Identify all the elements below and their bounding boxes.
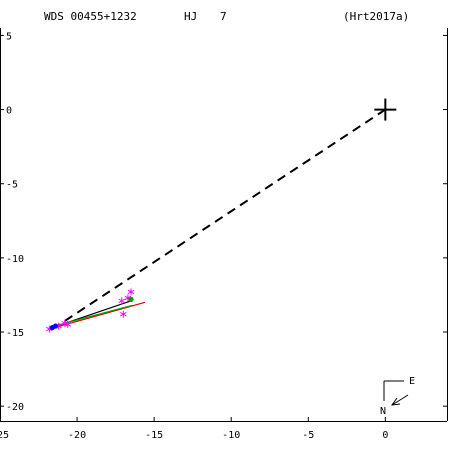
observation-dot <box>49 324 56 331</box>
x-tick-label: -5 <box>302 430 314 441</box>
y-tick-label: 0 <box>6 106 12 117</box>
x-tick-label: -15 <box>145 430 163 441</box>
x-tick-label: 0 <box>382 430 388 441</box>
orbit-reference: (Hrt2017a) <box>343 10 410 23</box>
compass-east-label: E <box>409 376 415 387</box>
y-tick-label: -20 <box>6 402 24 413</box>
motion-arrow-head <box>390 397 401 406</box>
y-tick-label: -15 <box>6 328 24 339</box>
compass-indicator: EN <box>380 376 415 417</box>
plot-axes: 5 0 -5 -10 -15 -20 -25 -20 -15 -10 -5 0 <box>0 28 448 441</box>
y-tick-label: -5 <box>6 180 18 191</box>
motion-arrow-shaft <box>391 394 409 406</box>
orbit-segment <box>53 304 133 327</box>
observation-asterisk <box>127 288 135 296</box>
orbit-segments <box>49 98 397 330</box>
discoverer-code: HJ <box>184 10 198 23</box>
y-tick-label: -10 <box>6 254 24 265</box>
observation-asterisk <box>118 297 126 305</box>
x-tick-label: -25 <box>0 430 9 441</box>
observation-dot <box>128 296 134 302</box>
x-tick-label: -20 <box>68 430 86 441</box>
observation-asterisk <box>64 321 72 329</box>
compass-north-label: N <box>380 406 386 417</box>
observation-points <box>46 288 135 333</box>
star-designation: WDS 00455+1232 <box>44 10 137 23</box>
y-tick-label: 5 <box>6 31 12 42</box>
x-tick-label: -10 <box>222 430 240 441</box>
discoverer-number: 7 <box>220 10 227 23</box>
observation-asterisk <box>120 310 127 318</box>
primary-companion-dashed-line <box>56 108 386 327</box>
